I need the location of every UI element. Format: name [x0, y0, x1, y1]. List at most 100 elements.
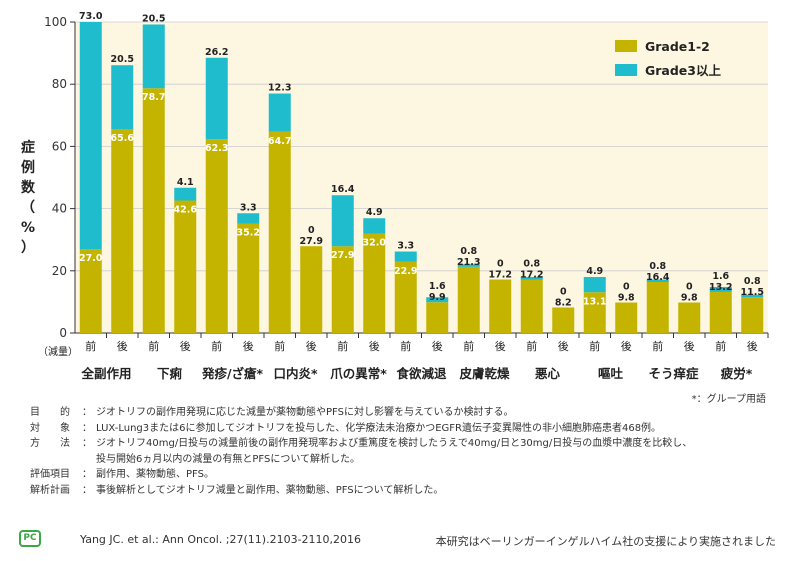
x-tick-label: 後 — [306, 339, 317, 353]
group-label: 全副作用 — [80, 366, 131, 381]
bar-value-label: 13.1 — [583, 296, 606, 307]
bar-grade3 — [709, 286, 732, 292]
x-tick-label: 前 — [715, 339, 726, 353]
note-text: 事後解析としてジオトリフ減量と副作用、薬物動態、PFSについて解析した。 — [96, 484, 444, 496]
bar-top-label: 0 — [497, 259, 504, 270]
bar-top-label: 3.3 — [397, 241, 414, 252]
bar-grade3 — [111, 65, 134, 129]
bar-grade12 — [615, 302, 638, 333]
bar-top-label: 20.5 — [142, 13, 165, 24]
bar-grade12 — [583, 292, 606, 333]
bar-grade3 — [394, 251, 417, 262]
x-tick-label: 後 — [117, 339, 128, 353]
x-tick-label: 後 — [621, 339, 632, 353]
bar-value-label: 42.6 — [174, 205, 198, 216]
bar-grade3 — [331, 195, 354, 247]
x-tick-label: 後 — [684, 339, 695, 353]
bar-value-label: 16.4 — [646, 272, 670, 283]
bar-top-label: 0.8 — [649, 261, 666, 272]
bar-value-label: 27.9 — [300, 236, 323, 247]
bar-top-label: 0 — [560, 286, 567, 297]
note-text: 副作用、薬物動態、PFS。 — [96, 469, 214, 480]
bar-top-label: 1.6 — [429, 281, 446, 292]
bar-value-label: 9.8 — [618, 293, 635, 304]
bar-grade3 — [520, 277, 543, 280]
note-key: 解析計画 — [30, 484, 70, 496]
group-label: 嘔吐 — [598, 366, 624, 381]
y-axis-label: 例 — [21, 159, 35, 176]
note-row: 投与開始6ヵ月以内の減量の有無とPFSについて解析した。 — [30, 452, 692, 468]
bar-top-label: 1.6 — [712, 271, 729, 282]
group-label: 下痢 — [157, 366, 183, 381]
note-row: 対 象： LUX-Lung3または6に参加してジオトリフを投与した、化学療法未治療… — [30, 421, 692, 437]
bar-grade12 — [457, 266, 480, 333]
bar-grade3 — [583, 277, 606, 293]
bar-grade12 — [363, 233, 386, 333]
bar-value-label: 17.2 — [489, 270, 512, 281]
group-label: 爪の異常* — [330, 366, 387, 381]
y-axis-label: （ — [21, 200, 35, 216]
legend-swatch — [615, 64, 637, 76]
bar-grade3 — [237, 213, 260, 224]
bar-value-label: 11.5 — [741, 287, 764, 298]
bar-grade3 — [174, 187, 197, 201]
citation: Yang JC. et al.: Ann Oncol. ;27(11).2103… — [80, 533, 362, 546]
x-tick-label: 前 — [589, 339, 600, 353]
bar-grade12 — [205, 139, 228, 333]
bar-value-label: 78.7 — [142, 92, 165, 103]
bar-grade12 — [520, 279, 543, 333]
bar-grade12 — [394, 261, 417, 333]
bar-top-label: 16.4 — [331, 184, 355, 195]
x-tick-label: 前 — [526, 339, 537, 353]
note-key: 評価項目 — [30, 469, 70, 480]
note-text: ジオトリフの副作用発現に応じた減量が薬物動態やPFSに対し影響を与えているか検討… — [96, 407, 514, 418]
bar-top-label: 0 — [686, 282, 693, 293]
bar-grade12 — [709, 291, 732, 333]
bar-grade12 — [111, 128, 134, 333]
y-tick-label: 80 — [52, 77, 67, 91]
bar-value-label: 35.2 — [237, 228, 260, 239]
x-tick-label: 後 — [747, 339, 758, 353]
bar-value-label: 17.2 — [520, 270, 543, 281]
legend-label: Grade1-2 — [645, 39, 710, 54]
x-tick-label: 前 — [148, 339, 159, 353]
y-tick-label: 60 — [52, 139, 67, 153]
y-tick-label: 40 — [52, 202, 67, 216]
support-note: 本研究はベーリンガーインゲルハイム社の支援により実施されました — [435, 535, 776, 548]
bar-value-label: 62.3 — [205, 143, 228, 154]
bar-grade12 — [741, 297, 764, 333]
bar-top-label: 20.5 — [111, 54, 134, 65]
bar-grade3 — [363, 218, 386, 234]
note-key: 方 法 — [30, 438, 70, 449]
bar-top-label: 3.3 — [240, 202, 257, 213]
group-label: 発疹/ざ瘡* — [201, 366, 264, 381]
bar-top-label: 0 — [623, 282, 630, 293]
note-text: LUX-Lung3または6に参加してジオトリフを投与した、化学療法未治療かつEG… — [96, 422, 662, 434]
bar-grade3 — [426, 297, 449, 303]
bar-top-label: 0.8 — [523, 259, 540, 270]
note-row: 解析計画：事後解析としてジオトリフ減量と副作用、薬物動態、PFSについて解析した… — [30, 483, 692, 499]
bar-grade12 — [678, 302, 701, 333]
note-text: 投与開始6ヵ月以内の減量の有無とPFSについて解析した。 — [96, 453, 361, 465]
legend-swatch — [615, 40, 637, 52]
bar-top-label: 26.2 — [205, 47, 228, 58]
x-tick-label: 前 — [400, 339, 411, 353]
group-label: 悪心 — [535, 366, 561, 381]
group-label: そう痒症 — [648, 366, 699, 381]
y-axis-label: ） — [21, 240, 35, 256]
bar-grade12 — [300, 246, 323, 333]
bar-value-label: 64.7 — [268, 136, 291, 147]
bar-grade12 — [174, 200, 197, 333]
bar-top-label: 0 — [308, 225, 315, 236]
bar-value-label: 9.8 — [681, 293, 698, 304]
bar-grade12 — [426, 302, 449, 333]
bar-grade3 — [79, 22, 102, 250]
bar-grade12 — [142, 88, 165, 333]
bar-value-label: 27.0 — [79, 253, 103, 264]
bar-value-label: 8.2 — [555, 297, 572, 308]
y-axis-label: % — [21, 220, 35, 236]
group-label: 皮膚乾燥 — [458, 366, 510, 381]
x-prefix-label: （減量） — [38, 345, 78, 358]
note-row: 評価項目：副作用、薬物動態、PFS。 — [30, 467, 692, 483]
bar-grade12 — [237, 223, 260, 333]
